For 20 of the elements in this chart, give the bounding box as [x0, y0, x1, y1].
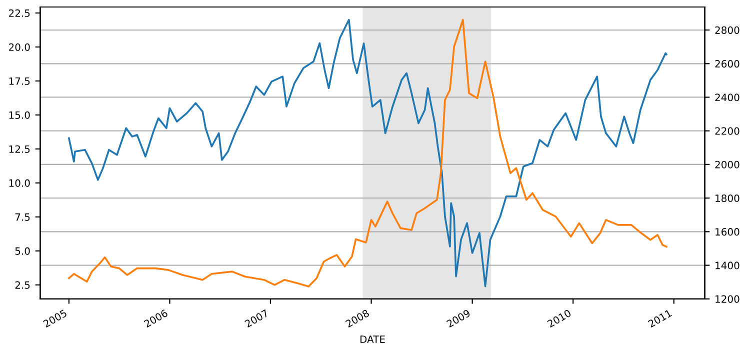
y-tick-label: 10.0 [9, 179, 30, 187]
y-tick-label: 5.0 [15, 247, 30, 255]
y2-tick-label: 1600 [716, 228, 740, 236]
y2-tick-label: 2400 [715, 94, 740, 102]
y2-tick-label: 2200 [715, 127, 740, 135]
y2-tick-label: 1200 [716, 295, 740, 303]
y-tick-label: 22.5 [8, 9, 30, 17]
line-series [68, 18, 668, 288]
y-tick-label: 20.0 [8, 43, 30, 51]
y2-tick-label: 2000 [715, 160, 740, 168]
y-tick-label: 15.0 [9, 111, 30, 119]
y2-tick-label: 1400 [716, 262, 740, 270]
y-tick-label: 12.5 [9, 145, 30, 153]
y-tick-label: 17.5 [9, 77, 30, 85]
y-tick-label: 2.5 [15, 281, 30, 289]
y-tick-label: 7.5 [15, 213, 30, 221]
x-axis-title: DATE [360, 336, 385, 343]
y2-tick-label: 2600 [715, 60, 740, 68]
y2-tick-label: 1800 [716, 194, 740, 202]
y2-tick-label: 2800 [715, 26, 740, 34]
